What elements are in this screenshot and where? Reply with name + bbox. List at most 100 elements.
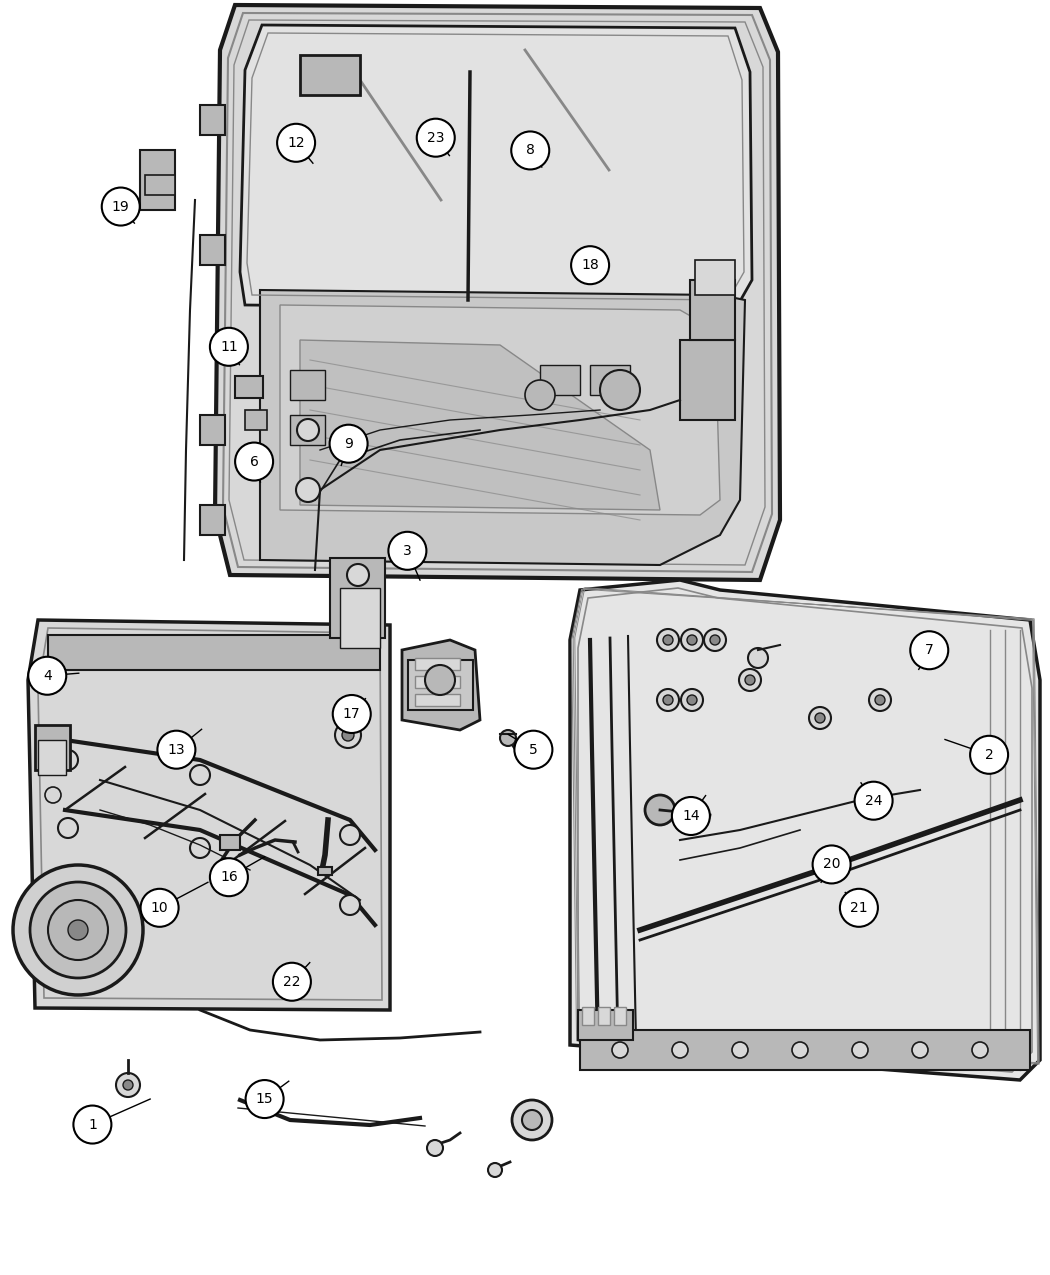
Bar bbox=[200, 235, 225, 265]
Circle shape bbox=[28, 657, 66, 695]
Text: 12: 12 bbox=[288, 136, 304, 149]
Circle shape bbox=[663, 635, 673, 645]
Text: 4: 4 bbox=[43, 669, 51, 682]
Circle shape bbox=[335, 722, 361, 748]
Bar bbox=[415, 694, 460, 706]
Circle shape bbox=[813, 845, 851, 884]
Circle shape bbox=[732, 1042, 748, 1058]
Bar bbox=[35, 915, 125, 965]
Circle shape bbox=[340, 895, 360, 915]
Text: 3: 3 bbox=[403, 544, 412, 557]
Circle shape bbox=[488, 1163, 502, 1177]
Bar bbox=[582, 1007, 594, 1025]
Circle shape bbox=[657, 688, 679, 711]
Bar bbox=[245, 411, 267, 430]
Circle shape bbox=[58, 750, 78, 770]
Circle shape bbox=[13, 864, 143, 994]
Circle shape bbox=[687, 695, 697, 705]
Polygon shape bbox=[300, 340, 660, 510]
Circle shape bbox=[210, 858, 248, 896]
Text: 9: 9 bbox=[344, 437, 353, 450]
Circle shape bbox=[388, 532, 426, 570]
Bar bbox=[590, 365, 630, 395]
Bar bbox=[340, 588, 380, 648]
Circle shape bbox=[739, 669, 761, 691]
Text: 21: 21 bbox=[850, 901, 867, 914]
Circle shape bbox=[190, 838, 210, 858]
Circle shape bbox=[297, 419, 319, 441]
Circle shape bbox=[681, 629, 704, 652]
Circle shape bbox=[500, 731, 516, 746]
Circle shape bbox=[512, 1100, 552, 1140]
Circle shape bbox=[333, 695, 371, 733]
Circle shape bbox=[45, 787, 61, 803]
Text: 19: 19 bbox=[112, 200, 129, 213]
Circle shape bbox=[681, 688, 704, 711]
Bar bbox=[200, 105, 225, 135]
Text: 2: 2 bbox=[985, 748, 993, 761]
Bar bbox=[48, 635, 380, 669]
Bar bbox=[220, 835, 240, 850]
Text: 1: 1 bbox=[88, 1118, 97, 1131]
Bar bbox=[540, 365, 580, 395]
Circle shape bbox=[710, 635, 720, 645]
Bar bbox=[598, 1007, 610, 1025]
Circle shape bbox=[657, 629, 679, 652]
Circle shape bbox=[116, 1074, 140, 1096]
Circle shape bbox=[102, 187, 140, 226]
Bar bbox=[38, 740, 66, 775]
Bar bbox=[415, 676, 460, 688]
Circle shape bbox=[852, 1042, 868, 1058]
Circle shape bbox=[792, 1042, 809, 1058]
Circle shape bbox=[869, 688, 891, 711]
Polygon shape bbox=[260, 289, 746, 565]
Bar bbox=[140, 150, 175, 210]
Bar bbox=[578, 1010, 633, 1040]
Circle shape bbox=[910, 631, 948, 669]
Circle shape bbox=[346, 564, 369, 586]
Circle shape bbox=[746, 674, 755, 685]
Text: 22: 22 bbox=[284, 975, 300, 988]
Circle shape bbox=[645, 796, 675, 825]
Circle shape bbox=[74, 1105, 111, 1144]
Circle shape bbox=[296, 478, 320, 502]
Circle shape bbox=[190, 765, 210, 785]
Polygon shape bbox=[570, 580, 1040, 1080]
Circle shape bbox=[48, 900, 108, 960]
Bar bbox=[145, 175, 175, 195]
Circle shape bbox=[123, 1080, 133, 1090]
Circle shape bbox=[58, 819, 78, 838]
Text: 7: 7 bbox=[925, 644, 933, 657]
Circle shape bbox=[342, 729, 354, 741]
Circle shape bbox=[687, 635, 697, 645]
Circle shape bbox=[972, 1042, 988, 1058]
Bar bbox=[200, 505, 225, 536]
Circle shape bbox=[672, 797, 710, 835]
Circle shape bbox=[600, 370, 640, 411]
Text: 6: 6 bbox=[250, 455, 258, 468]
Text: 15: 15 bbox=[256, 1093, 273, 1105]
Bar bbox=[580, 1030, 1030, 1070]
Bar bbox=[680, 340, 735, 419]
Circle shape bbox=[235, 442, 273, 481]
Circle shape bbox=[141, 889, 179, 927]
Bar bbox=[318, 867, 332, 875]
Text: 10: 10 bbox=[151, 901, 168, 914]
Circle shape bbox=[277, 124, 315, 162]
Text: 11: 11 bbox=[220, 340, 237, 353]
Circle shape bbox=[808, 708, 831, 729]
Circle shape bbox=[840, 889, 878, 927]
Circle shape bbox=[30, 882, 126, 978]
Circle shape bbox=[511, 131, 549, 170]
Polygon shape bbox=[280, 305, 720, 515]
Text: 17: 17 bbox=[343, 708, 360, 720]
Circle shape bbox=[210, 328, 248, 366]
Circle shape bbox=[246, 1080, 284, 1118]
Circle shape bbox=[663, 695, 673, 705]
Text: 5: 5 bbox=[529, 743, 538, 756]
Text: 18: 18 bbox=[582, 259, 598, 272]
Circle shape bbox=[340, 825, 360, 845]
Polygon shape bbox=[402, 640, 480, 731]
Text: 16: 16 bbox=[220, 871, 237, 884]
Text: 20: 20 bbox=[823, 858, 840, 871]
